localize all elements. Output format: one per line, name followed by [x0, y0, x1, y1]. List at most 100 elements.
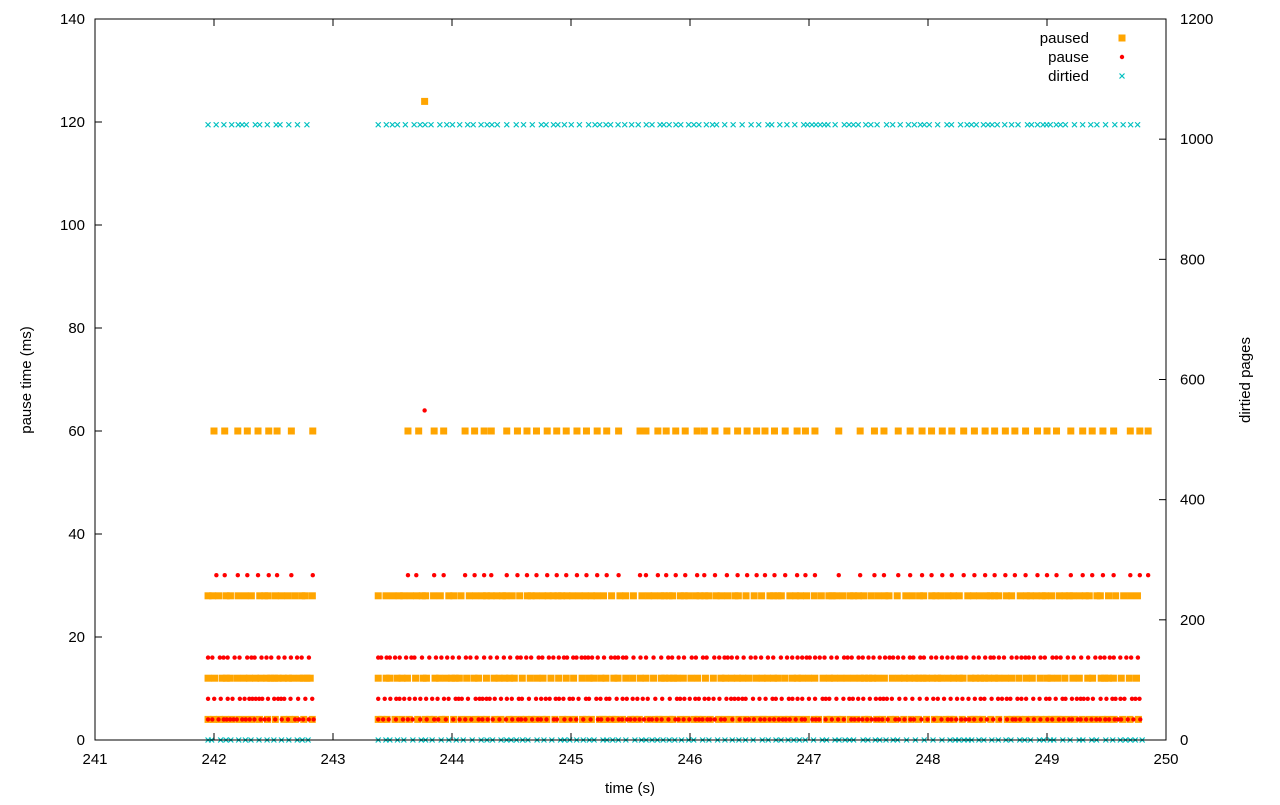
paused-point: [902, 592, 910, 600]
paused-point: [657, 674, 665, 682]
paused-point: [669, 715, 677, 723]
dirtied-point: [948, 121, 955, 128]
pause-point: [746, 717, 752, 722]
pause-point: [845, 655, 850, 660]
pause-point: [895, 655, 901, 660]
paused-point: [743, 427, 751, 435]
pause-point: [1023, 573, 1028, 578]
paused-point: [881, 592, 889, 600]
pause-point: [902, 717, 907, 722]
pause-point: [453, 696, 458, 701]
paused-point: [506, 674, 514, 682]
pause-point: [1031, 717, 1037, 722]
pause-point: [954, 696, 960, 701]
dirtied-point: [713, 121, 720, 128]
pause-point: [948, 696, 953, 701]
paused-point: [1126, 427, 1134, 435]
pause-point: [996, 655, 1002, 660]
pause-point: [1037, 696, 1042, 701]
paused-point: [645, 592, 653, 600]
paused-point: [470, 674, 478, 682]
paused-point: [906, 674, 914, 682]
pause-point: [631, 655, 636, 660]
paused-point: [461, 427, 469, 435]
pause-point: [729, 655, 734, 660]
pause-point: [696, 696, 702, 701]
pause-point: [533, 696, 539, 701]
pause-point: [429, 696, 435, 701]
pause-point: [857, 573, 863, 578]
paused-point: [532, 427, 540, 435]
pause-point: [231, 717, 236, 722]
paused-point: [986, 592, 994, 600]
pause-point: [535, 717, 540, 722]
paused-point: [705, 592, 713, 600]
pause-point: [743, 696, 748, 701]
pause-point: [776, 717, 782, 722]
dirtied-point: [294, 121, 301, 128]
pause-point: [282, 655, 287, 660]
paused-point: [226, 592, 234, 600]
paused-point: [693, 427, 701, 435]
dirtied-point: [841, 121, 848, 128]
paused-point: [638, 592, 646, 600]
pause-point: [806, 696, 812, 701]
paused-point: [1053, 427, 1061, 435]
pause-point: [762, 573, 768, 578]
paused-point: [919, 674, 927, 682]
pause-point: [787, 717, 792, 722]
paused-point: [240, 674, 248, 682]
y2-tick-label: 200: [1180, 612, 1205, 629]
paused-point: [222, 674, 230, 682]
dirtied-point: [277, 121, 283, 128]
pause-point: [1031, 655, 1037, 660]
paused-point: [585, 674, 593, 682]
pause-point: [498, 696, 504, 701]
dirtied-point: [243, 121, 250, 128]
paused-point: [1109, 674, 1117, 682]
pause-point: [887, 655, 892, 660]
pause-point: [608, 655, 614, 660]
dirtied-point: [205, 121, 211, 128]
paused-point: [386, 674, 394, 682]
paused-point: [789, 674, 797, 682]
pause-point: [732, 696, 737, 701]
pause-point: [1061, 717, 1066, 722]
y-tick-label: 80: [68, 320, 85, 337]
paused-point: [508, 592, 516, 600]
paused-point: [505, 715, 513, 723]
dirtied-point: [944, 121, 950, 128]
paused-point: [527, 592, 535, 600]
paused-point: [934, 674, 942, 682]
paused-point: [1127, 592, 1135, 600]
pause-point: [954, 717, 959, 722]
pause-point: [971, 655, 976, 660]
pause-point: [735, 573, 740, 578]
dirtied-point: [1001, 121, 1008, 128]
pause-point: [1063, 696, 1068, 701]
pause-point: [856, 717, 861, 722]
paused-point: [442, 674, 450, 682]
pause-point: [885, 717, 890, 722]
paused-point: [895, 674, 903, 682]
paused-point: [501, 674, 509, 682]
y2-tick-label: 400: [1180, 492, 1205, 509]
paused-point: [553, 427, 561, 435]
pause-point: [794, 573, 800, 578]
pause-point: [243, 717, 248, 722]
pause-point: [387, 655, 393, 660]
paused-point: [764, 674, 772, 682]
paused-point: [209, 592, 217, 600]
pause-point: [214, 573, 219, 578]
pause-point: [1103, 717, 1108, 722]
dirtied-point: [926, 121, 933, 128]
paused-point: [860, 592, 868, 600]
pause-point: [1069, 696, 1075, 701]
dirtied-point: [643, 121, 650, 128]
pause-point: [1044, 573, 1050, 578]
pause-point: [232, 655, 237, 660]
pause-point: [620, 696, 625, 701]
paused-point: [1099, 427, 1107, 435]
pause-point: [564, 573, 569, 578]
dirtied-point: [621, 121, 628, 128]
